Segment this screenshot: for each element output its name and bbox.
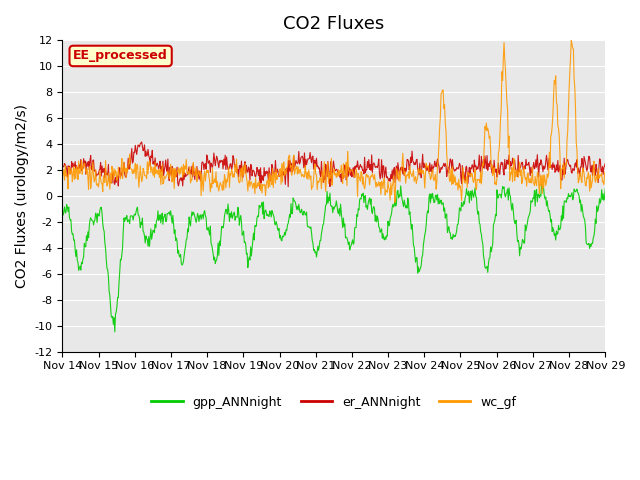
Y-axis label: CO2 Fluxes (urology/m2/s): CO2 Fluxes (urology/m2/s) — [15, 104, 29, 288]
Text: EE_processed: EE_processed — [73, 49, 168, 62]
Legend: gpp_ANNnight, er_ANNnight, wc_gf: gpp_ANNnight, er_ANNnight, wc_gf — [147, 391, 522, 414]
Title: CO2 Fluxes: CO2 Fluxes — [284, 15, 385, 33]
